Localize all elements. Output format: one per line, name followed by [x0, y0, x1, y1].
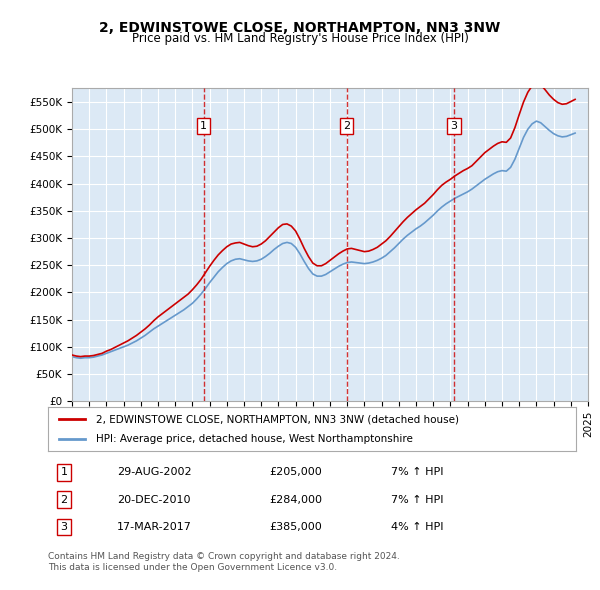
Text: 1: 1 — [200, 121, 207, 131]
Text: £284,000: £284,000 — [270, 495, 323, 504]
Text: 2, EDWINSTOWE CLOSE, NORTHAMPTON, NN3 3NW (detached house): 2, EDWINSTOWE CLOSE, NORTHAMPTON, NN3 3N… — [95, 415, 458, 424]
Text: 17-MAR-2017: 17-MAR-2017 — [116, 522, 191, 532]
Text: 2: 2 — [343, 121, 350, 131]
Text: HPI: Average price, detached house, West Northamptonshire: HPI: Average price, detached house, West… — [95, 434, 412, 444]
Text: £385,000: £385,000 — [270, 522, 323, 532]
Text: 3: 3 — [61, 522, 67, 532]
Text: 29-AUG-2002: 29-AUG-2002 — [116, 467, 191, 477]
Text: 3: 3 — [451, 121, 458, 131]
Text: Contains HM Land Registry data © Crown copyright and database right 2024.: Contains HM Land Registry data © Crown c… — [48, 552, 400, 560]
Text: 2, EDWINSTOWE CLOSE, NORTHAMPTON, NN3 3NW: 2, EDWINSTOWE CLOSE, NORTHAMPTON, NN3 3N… — [100, 21, 500, 35]
Text: 2: 2 — [60, 495, 67, 504]
Text: 7% ↑ HPI: 7% ↑ HPI — [391, 467, 444, 477]
Text: 7% ↑ HPI: 7% ↑ HPI — [391, 495, 444, 504]
Text: This data is licensed under the Open Government Licence v3.0.: This data is licensed under the Open Gov… — [48, 563, 337, 572]
Text: £205,000: £205,000 — [270, 467, 323, 477]
Text: 4% ↑ HPI: 4% ↑ HPI — [391, 522, 444, 532]
Text: 20-DEC-2010: 20-DEC-2010 — [116, 495, 190, 504]
Text: 1: 1 — [61, 467, 67, 477]
Text: Price paid vs. HM Land Registry's House Price Index (HPI): Price paid vs. HM Land Registry's House … — [131, 32, 469, 45]
